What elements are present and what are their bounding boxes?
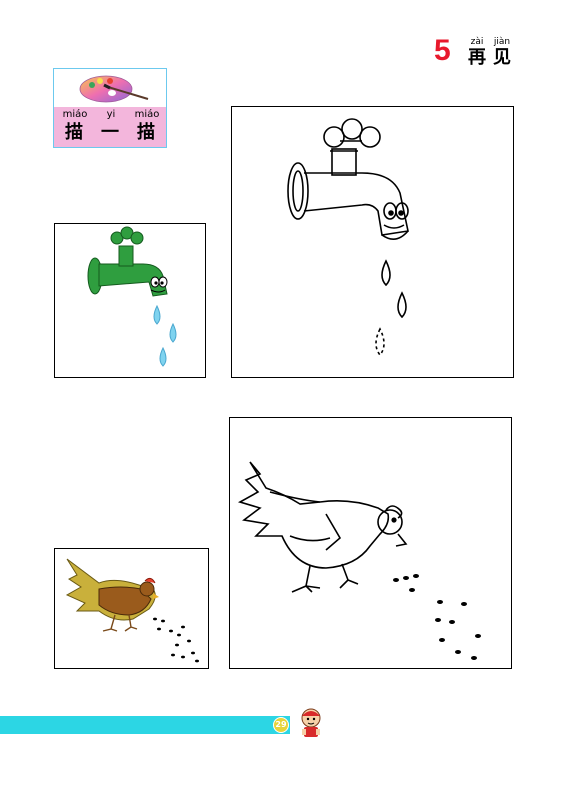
lesson-title-char-1: 再	[468, 47, 486, 68]
lesson-title-char-2: 见	[493, 47, 511, 68]
brown-hen-icon	[65, 558, 199, 663]
page-number: 29	[273, 717, 289, 733]
lesson-title-pinyin-2: jiàn	[493, 37, 511, 47]
badge-char-3: 描	[137, 122, 155, 143]
badge-char-2: 一	[101, 122, 119, 143]
badge-pinyin-1: miáo	[62, 109, 88, 120]
faucet-color-picture	[54, 223, 206, 378]
faucet-outline-icon	[287, 118, 409, 357]
badge-label-area: miáo yi miáo 描 一 描	[54, 107, 166, 147]
badge-pinyin-2: yi	[106, 109, 116, 120]
paint-palette-icon	[79, 75, 149, 103]
footer-bar	[0, 716, 290, 734]
boy-mascot-icon	[301, 708, 321, 737]
badge-char-1: 描	[65, 122, 83, 143]
badge-pinyin-3: miáo	[134, 109, 160, 120]
lesson-number: 5	[434, 34, 451, 67]
hen-outline-icon	[237, 461, 481, 660]
activity-badge: miáo yi miáo 描 一 描	[53, 68, 167, 148]
hen-outline-picture	[229, 417, 512, 669]
lesson-title-pinyin-1: zài	[470, 37, 484, 47]
hen-color-picture	[54, 548, 209, 669]
faucet-outline-picture	[231, 106, 514, 378]
green-faucet-icon	[87, 226, 177, 367]
